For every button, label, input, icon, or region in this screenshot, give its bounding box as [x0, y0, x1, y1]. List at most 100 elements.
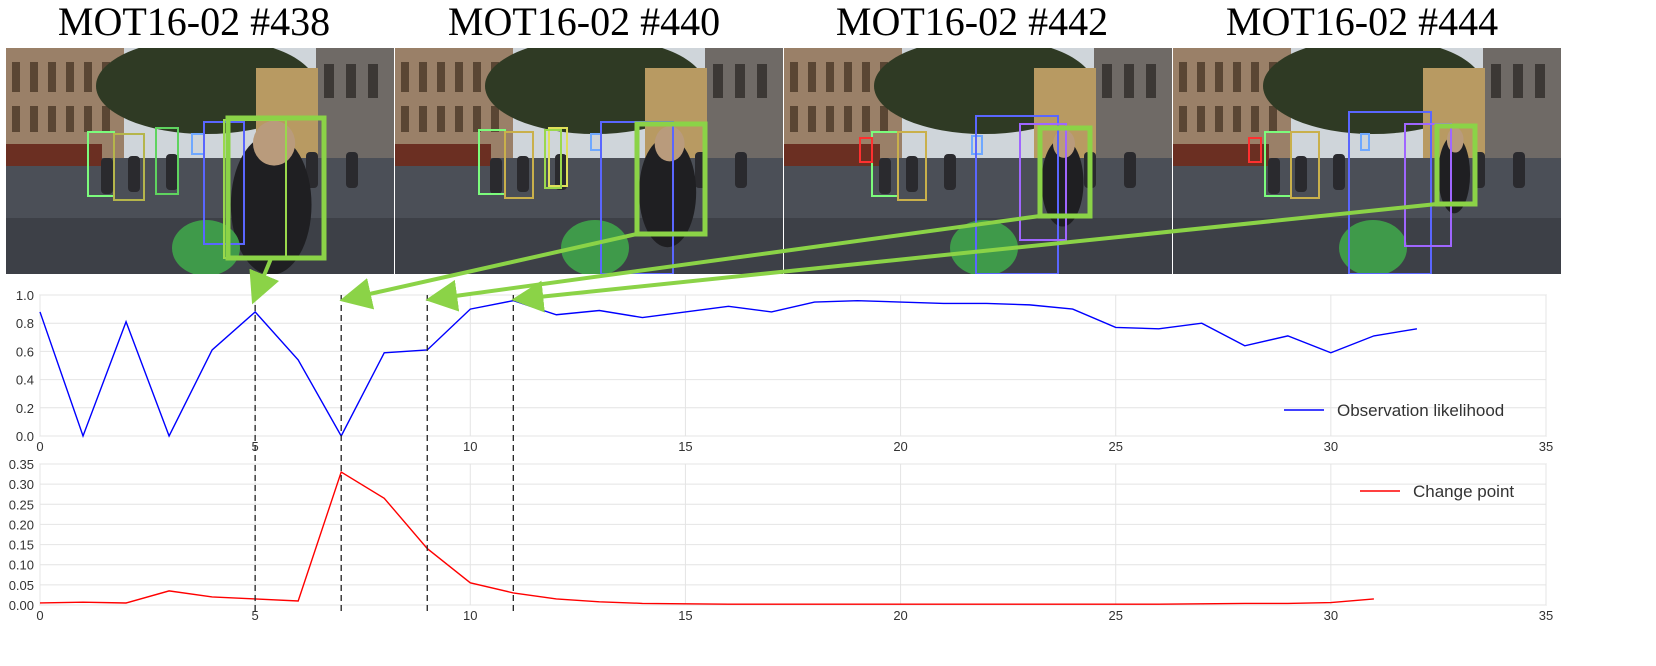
tracking-box [1290, 131, 1320, 199]
x-tick-label: 35 [1539, 608, 1553, 623]
building-window [84, 62, 92, 92]
tracking-box [1360, 133, 1370, 151]
y-tick-label: 0.2 [16, 401, 34, 416]
y-tick-label: 0.4 [16, 373, 34, 388]
building-window [757, 64, 767, 98]
shop-front [6, 144, 102, 166]
pedestrian [166, 154, 178, 190]
building-window [826, 106, 834, 132]
frame-title-440: MOT16-02 #440 [447, 0, 721, 44]
building-window [473, 62, 481, 92]
building-window [368, 64, 378, 98]
building-window [1215, 62, 1223, 92]
x-tick-label: 35 [1539, 439, 1553, 454]
change-point-chart: 0 5 10 15 20 25 30 35 0.00 0.05 0.10 0.15 0.20 0.25 0.… [9, 457, 1554, 623]
tracking-box [1348, 111, 1432, 274]
building-window [437, 62, 445, 92]
building-window [455, 106, 463, 132]
pedestrian [1124, 152, 1136, 188]
legend-label: Observation likelihood [1337, 401, 1504, 420]
x-tick-label: 0 [36, 608, 43, 623]
pedestrian [1513, 152, 1525, 188]
tracking-box [544, 129, 562, 189]
building-window [1179, 106, 1187, 132]
tracking-box [897, 131, 927, 201]
building-window [12, 62, 20, 92]
pedestrian [101, 158, 113, 194]
pedestrian [1333, 154, 1345, 190]
observation-likelihood-chart: 051015202530350.00.20.40.60.81.0Observat… [16, 288, 1553, 454]
y-tick-label: 0.6 [16, 344, 34, 359]
building-window [735, 64, 745, 98]
frame-title-444: MOT16-02 #444 [1225, 0, 1499, 44]
building-window [491, 106, 499, 132]
pedestrian [346, 152, 358, 188]
building-window [1179, 62, 1187, 92]
marker-lines [254, 295, 514, 611]
tracking-box [113, 133, 145, 201]
building-window [1233, 106, 1241, 132]
building-window [419, 106, 427, 132]
foreground-pedestrian [639, 137, 697, 248]
building-window [1233, 62, 1241, 92]
building-window [1146, 64, 1156, 98]
building-window [1124, 64, 1134, 98]
green-bag [172, 220, 240, 274]
building-window [48, 62, 56, 92]
y-tick-label: 1.0 [16, 288, 34, 303]
building-window [1535, 64, 1545, 98]
building-window [12, 106, 20, 132]
foreground-pedestrian [230, 134, 312, 274]
pedestrian [879, 158, 891, 194]
tracking-box [975, 115, 1059, 274]
plot-area [39, 294, 1547, 437]
y-tick-label: 0.10 [9, 558, 34, 573]
building-window [826, 62, 834, 92]
tracking-box [548, 127, 568, 187]
y-tick-label: 0.20 [9, 517, 34, 532]
building-window [1251, 62, 1259, 92]
pedestrian [1268, 158, 1280, 194]
highlighted-target-box [1037, 125, 1093, 219]
building-window [1513, 64, 1523, 98]
pedestrian-head [252, 120, 296, 166]
pedestrian [490, 158, 502, 194]
building-window [1491, 64, 1501, 98]
frame-to-marker-arrow [339, 232, 638, 310]
x-tick-label: 30 [1324, 439, 1338, 454]
building-window [48, 106, 56, 132]
x-tick-label: 10 [463, 608, 477, 623]
frame-title-442: MOT16-02 #442 [835, 0, 1109, 44]
video-frame-444 [1173, 48, 1561, 274]
pedestrian [128, 156, 140, 192]
y-tick-label: 0.05 [9, 578, 34, 593]
series-line [39, 471, 1374, 605]
pedestrian [517, 156, 529, 192]
x-tick-label: 15 [678, 608, 692, 623]
x-tick-label: 20 [893, 439, 907, 454]
foreground-pedestrian [1438, 135, 1471, 214]
building-window [713, 64, 723, 98]
highlighted-target-box [225, 115, 327, 261]
building-window [30, 106, 38, 132]
building-window [84, 106, 92, 132]
building-window [66, 62, 74, 92]
video-frame-442 [784, 48, 1172, 274]
frame-arrows [249, 202, 1438, 313]
green-bag [950, 220, 1018, 274]
building-window [1251, 106, 1259, 132]
tracking-box [1248, 137, 1262, 163]
shop-front [1173, 144, 1269, 166]
pedestrian-head [654, 126, 685, 162]
building-window [808, 62, 816, 92]
green-bag [561, 220, 629, 274]
pedestrian [944, 154, 956, 190]
x-tick-label: 15 [678, 439, 692, 454]
foreground-pedestrian [1041, 138, 1084, 227]
building-window [66, 106, 74, 132]
pedestrian [735, 152, 747, 188]
legend-label: Change point [1413, 482, 1514, 501]
tracking-box [155, 127, 179, 195]
video-frame-438 [6, 48, 394, 274]
